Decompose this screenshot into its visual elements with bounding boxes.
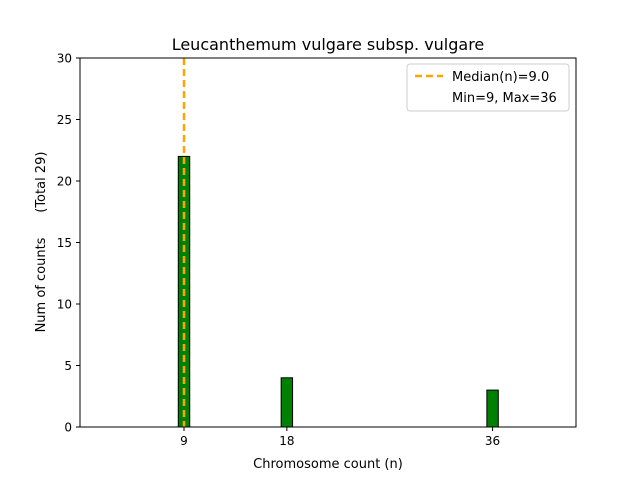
legend-entry-median: Median(n)=9.0 <box>452 70 549 85</box>
chart-title: Leucanthemum vulgare subsp. vulgare <box>172 35 485 54</box>
legend-box <box>406 63 570 112</box>
bar-36 <box>486 389 499 428</box>
plot-frame <box>79 57 577 428</box>
y-tick-label: 15 <box>57 236 72 250</box>
y-tick-label: 25 <box>57 113 72 127</box>
y-tick-label: 5 <box>64 359 72 373</box>
x-tick-label: 9 <box>180 434 188 448</box>
x-axis-label: Chromosome count (n) <box>253 457 403 472</box>
y-tick-label: 20 <box>57 175 72 189</box>
x-tick-label: 36 <box>485 434 500 448</box>
legend-entry-minmax: Min=9, Max=36 <box>452 91 557 106</box>
y-tick-label: 30 <box>57 52 72 66</box>
bar-18 <box>280 377 294 428</box>
y-tick-label: 0 <box>64 421 72 435</box>
x-tick-label: 18 <box>279 434 294 448</box>
legend: Median(n)=9.0 Min=9, Max=36 <box>406 63 570 112</box>
y-tick-label: 10 <box>57 298 72 312</box>
y-axis-label: Num of counts (Total 29) <box>34 152 49 333</box>
